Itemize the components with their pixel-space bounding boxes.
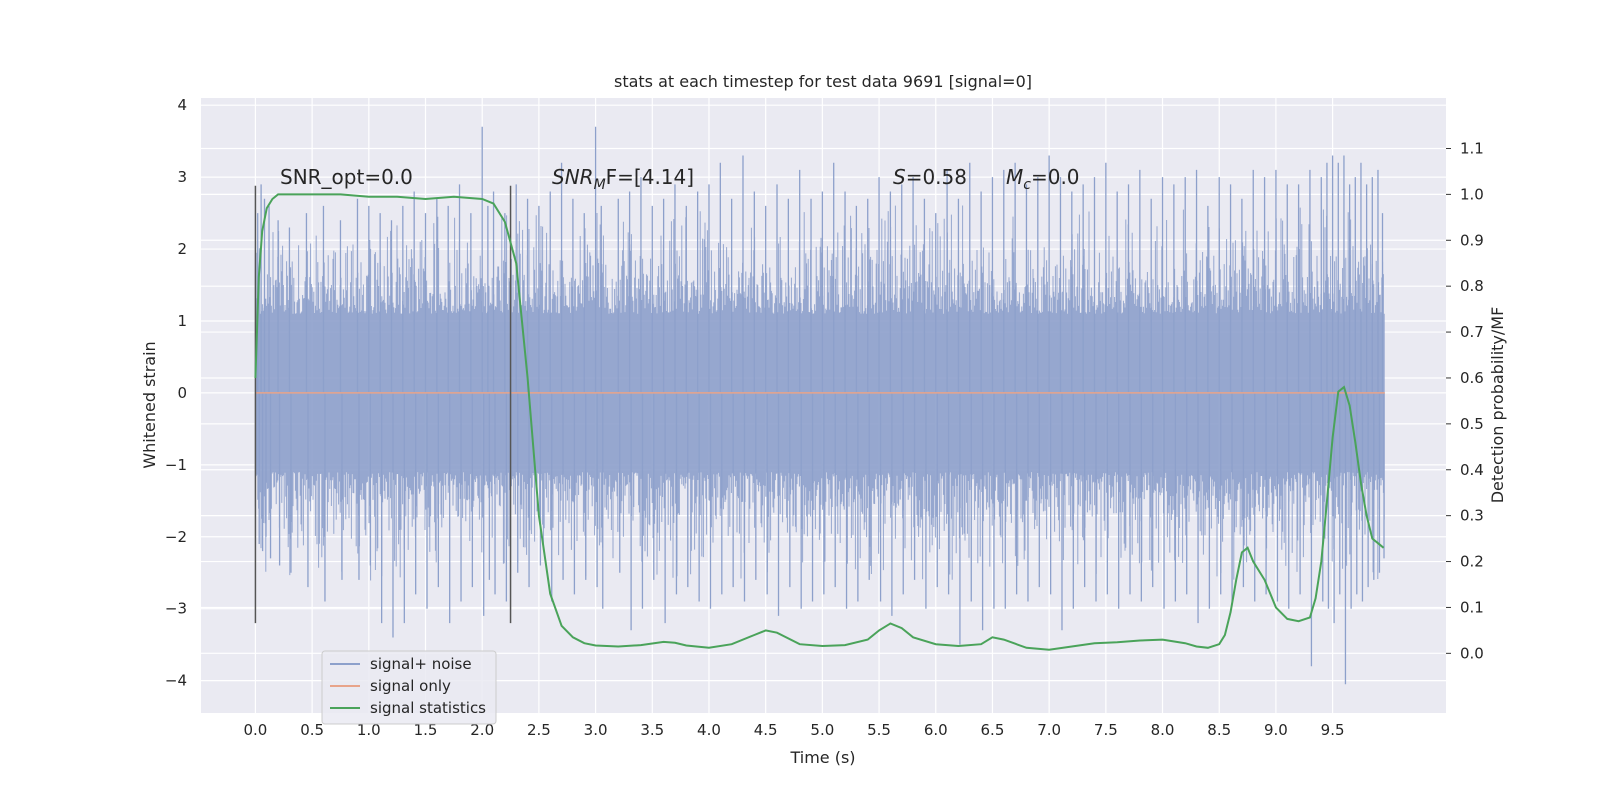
y-tick-label: 4 xyxy=(177,96,187,114)
y-tick-label: −4 xyxy=(165,672,187,690)
x-tick-label: 4.5 xyxy=(754,721,778,739)
y2-tick-label: 0.1 xyxy=(1460,598,1484,616)
chart-title: stats at each timestep for test data 969… xyxy=(614,72,1032,91)
x-tick-label: 5.0 xyxy=(810,721,834,739)
y-tick-label: −3 xyxy=(165,600,187,618)
x-tick-label: 1.5 xyxy=(414,721,438,739)
y-tick-label: 3 xyxy=(177,168,187,186)
snr-mf-main: SNR xyxy=(552,165,594,189)
x-tick-label: 2.5 xyxy=(527,721,551,739)
x-tick-label: 7.0 xyxy=(1037,721,1061,739)
vertical-markers xyxy=(254,185,512,624)
mc-sub: c xyxy=(1023,177,1031,193)
x-tick-label: 6.0 xyxy=(924,721,948,739)
legend-stats-label: signal statistics xyxy=(370,699,486,717)
annotation-snr-opt: SNR_opt=0.0 xyxy=(280,165,413,189)
x-tick-label: 0.5 xyxy=(300,721,324,739)
x-tick-label: 9.5 xyxy=(1321,721,1345,739)
y2-tick-label: 0.7 xyxy=(1460,323,1484,341)
x-tick-label: 0.0 xyxy=(243,721,267,739)
y2-tick-label: 0.3 xyxy=(1460,507,1484,525)
y2-tick-label: 0.5 xyxy=(1460,415,1484,433)
y2-tick-label: 1.0 xyxy=(1460,185,1484,203)
legend: signal+ noise signal only signal statist… xyxy=(321,650,497,725)
x-tick-label: 8.5 xyxy=(1207,721,1231,739)
annotation-s: S=0.58 xyxy=(893,165,967,189)
s-symbol: S xyxy=(893,165,906,189)
statistics-line xyxy=(254,193,1385,651)
mc-value: =0.0 xyxy=(1031,165,1080,189)
snr-mf-tail: F=[4.14] xyxy=(606,165,694,189)
y2-tick-label: 0.8 xyxy=(1460,277,1484,295)
y-tick-label: −1 xyxy=(165,456,187,474)
x-tick-label: 7.5 xyxy=(1094,721,1118,739)
y-axis-label: Whitened strain xyxy=(140,341,159,468)
annotation-mc: Mc=0.0 xyxy=(1006,165,1080,193)
legend-noise-label: signal+ noise xyxy=(370,655,472,673)
y2-tick-label: 0.2 xyxy=(1460,553,1484,571)
x-tick-label: 3.5 xyxy=(640,721,664,739)
y2-tick-label: 0.6 xyxy=(1460,369,1484,387)
x-tick-label: 9.0 xyxy=(1264,721,1288,739)
x-tick-label: 2.0 xyxy=(470,721,494,739)
x-tick-label: 3.0 xyxy=(584,721,608,739)
x-tick-label: 8.0 xyxy=(1151,721,1175,739)
s-value: =0.58 xyxy=(906,165,967,189)
legend-box xyxy=(321,650,497,725)
x-tick-label: 5.5 xyxy=(867,721,891,739)
y2-tick-label: 0.4 xyxy=(1460,461,1484,479)
annotation-snr-mf: SNRMF=[4.14] xyxy=(552,165,694,193)
y2-tick-label: 0.0 xyxy=(1460,644,1484,662)
y2-tick-label: 0.9 xyxy=(1460,231,1484,249)
legend-signal-label: signal only xyxy=(370,677,451,695)
noise-series xyxy=(254,126,1385,685)
x-tick-label: 1.0 xyxy=(357,721,381,739)
y2-tick-label: 1.1 xyxy=(1460,139,1484,157)
x-tick-label: 4.0 xyxy=(697,721,721,739)
mc-symbol: M xyxy=(1006,165,1023,189)
y-tick-label: 1 xyxy=(177,312,187,330)
x-axis-label: Time (s) xyxy=(789,748,855,767)
snr-mf-sub: M xyxy=(594,177,606,193)
y-tick-label: 0 xyxy=(177,384,187,402)
x-tick-label: 6.5 xyxy=(981,721,1005,739)
y-tick-label: 2 xyxy=(177,240,187,258)
statistics-series xyxy=(254,193,1385,651)
y2-axis-label: Detection probability/MF xyxy=(1488,307,1507,504)
y-tick-label: −2 xyxy=(165,528,187,546)
tick-labels: 0.0 0.5 1.0 1.5 2.0 2.5 3.0 3.5 4.0 4.5 5.0 5.5 6.0 6… xyxy=(165,96,1484,739)
